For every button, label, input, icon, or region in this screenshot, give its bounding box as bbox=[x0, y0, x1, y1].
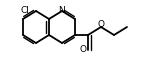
Text: O: O bbox=[80, 45, 86, 55]
Text: Cl: Cl bbox=[21, 6, 30, 15]
Text: O: O bbox=[98, 20, 105, 29]
Text: N: N bbox=[59, 6, 65, 15]
